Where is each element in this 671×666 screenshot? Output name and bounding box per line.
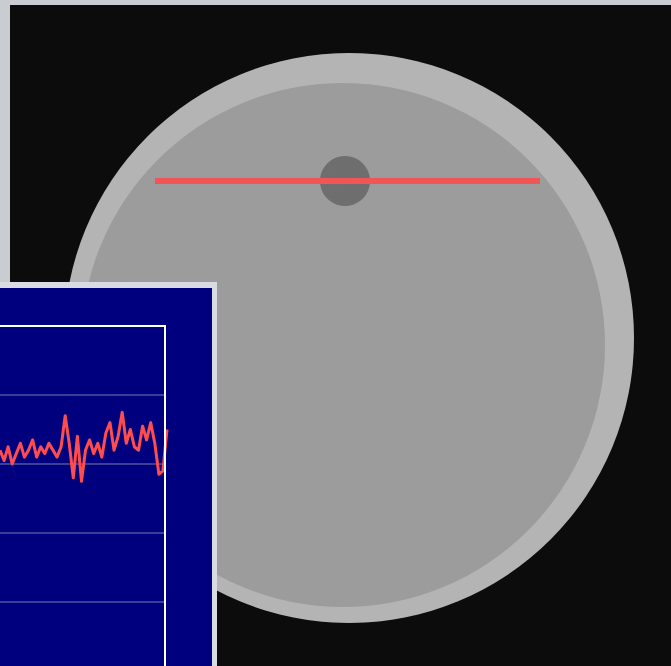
screen [0, 0, 671, 666]
plot-panel [0, 288, 212, 666]
